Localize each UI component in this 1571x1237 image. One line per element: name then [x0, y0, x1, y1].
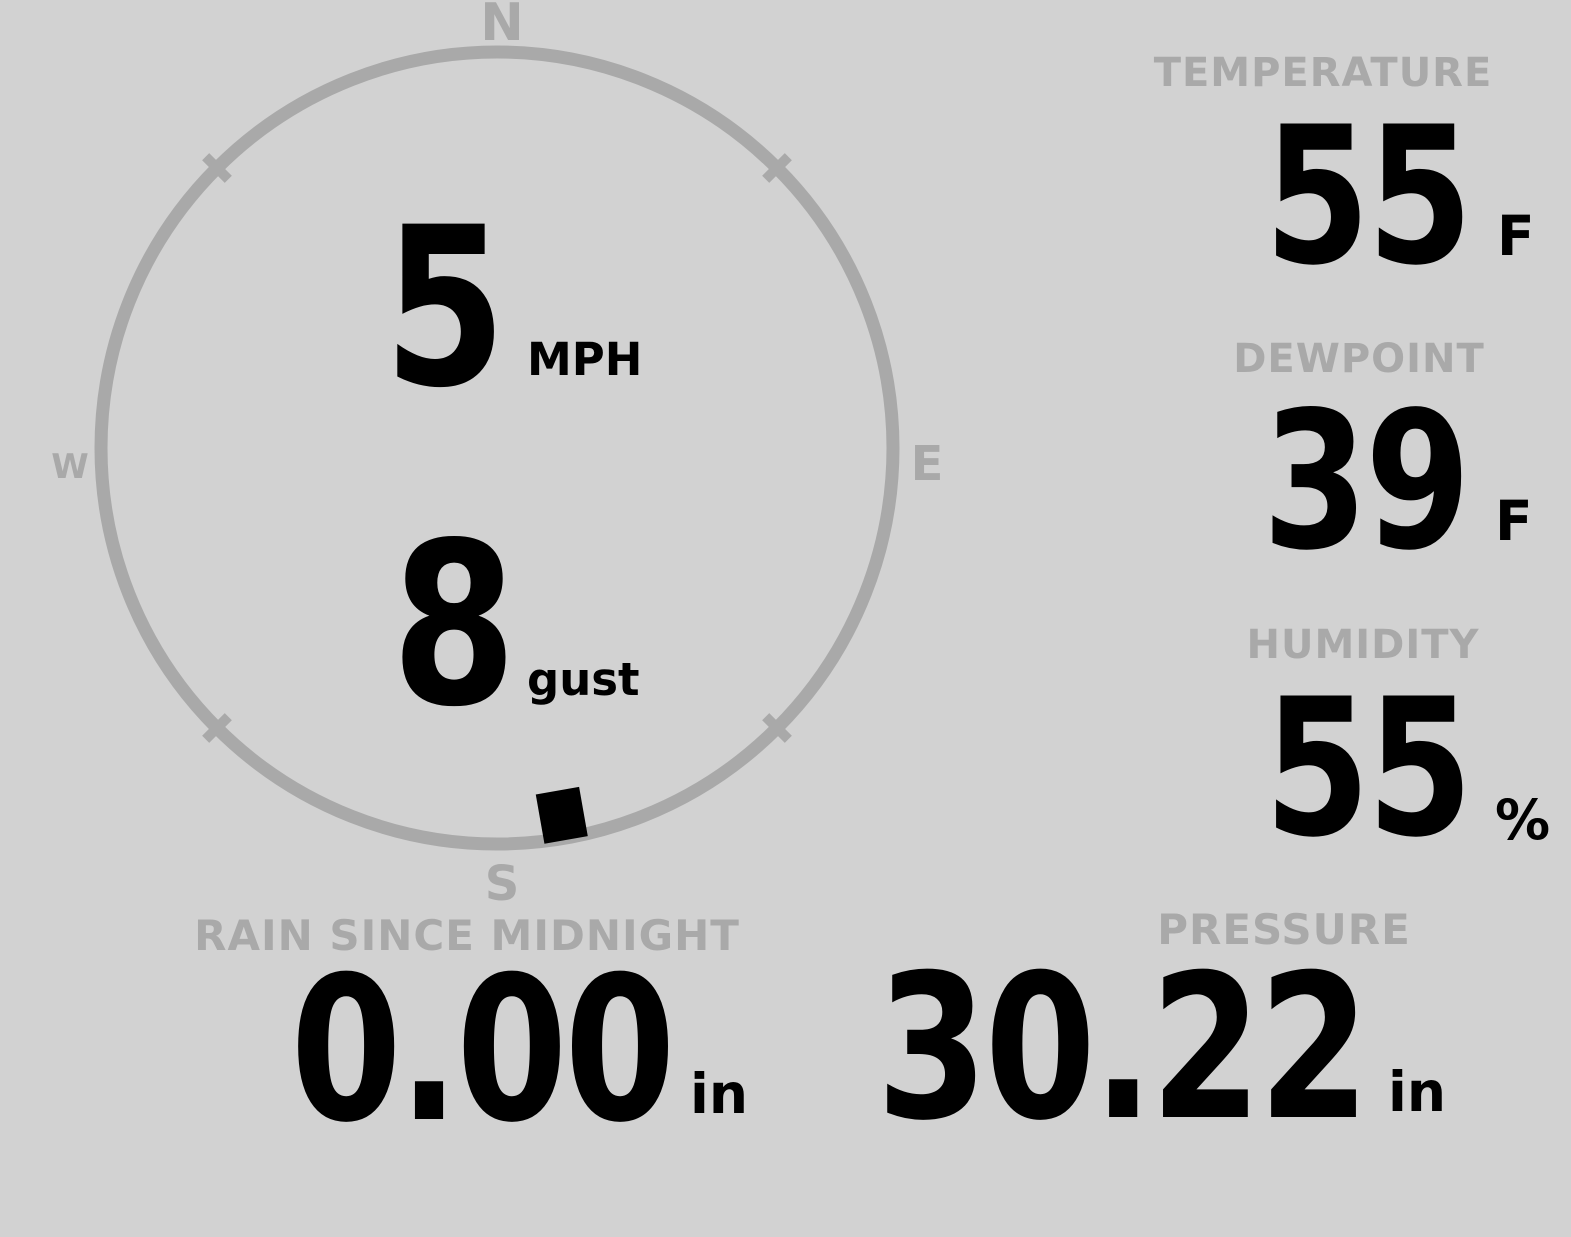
compass-label-north: N: [480, 0, 524, 53]
rain-since-midnight-value: 0.00: [290, 934, 675, 1167]
wind-speed-value: 5: [384, 180, 506, 436]
wind-speed-unit: MPH: [527, 333, 643, 386]
wind-gust-unit: gust: [527, 653, 640, 706]
pressure-value: 30.22: [876, 932, 1370, 1165]
wind-direction-marker: [535, 786, 588, 844]
temperature-label: TEMPERATURE: [1153, 50, 1493, 96]
wind-gust: 8 gust: [361, 495, 639, 757]
wind-gust-value: 8: [391, 495, 516, 757]
dewpoint-reading: 39 F: [1211, 371, 1533, 592]
compass-tick-sw: [202, 713, 232, 743]
temperature-reading: 55 F: [1213, 86, 1535, 307]
pressure-reading: 30.22 in: [754, 932, 1446, 1165]
compass-label-west: W: [51, 447, 89, 487]
pressure-label: PRESSURE: [1157, 905, 1411, 954]
humidity-unit: %: [1495, 788, 1551, 852]
humidity-value: 55: [1264, 658, 1473, 879]
compass-tick-se: [762, 713, 792, 743]
compass-label-south: S: [484, 856, 520, 912]
rain-since-midnight-reading: 0.00 in: [195, 934, 748, 1167]
rain-since-midnight-label: RAIN SINCE MIDNIGHT: [194, 911, 740, 960]
temperature-unit: F: [1497, 204, 1535, 268]
dewpoint-value: 39: [1262, 371, 1471, 592]
rain-since-midnight-unit: in: [690, 1062, 749, 1126]
wind-speed: 5 MPH: [354, 180, 642, 436]
compass-circle: [94, 45, 900, 851]
humidity-reading: 55 %: [1213, 658, 1551, 879]
compass-label-east: E: [910, 436, 944, 492]
pressure-unit: in: [1388, 1060, 1447, 1124]
dewpoint-label: DEWPOINT: [1233, 336, 1485, 382]
temperature-value: 55: [1264, 86, 1473, 307]
compass-tick-ne: [762, 153, 792, 183]
humidity-label: HUMIDITY: [1246, 622, 1480, 668]
dewpoint-unit: F: [1495, 489, 1533, 553]
compass-tick-nw: [202, 153, 232, 183]
